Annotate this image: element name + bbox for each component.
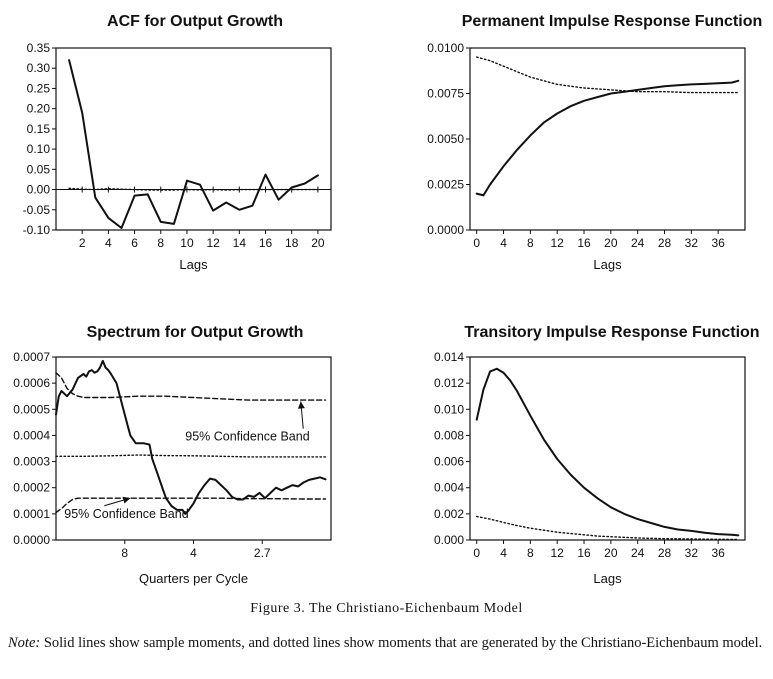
y-tick-label: 0.008 <box>434 428 464 442</box>
y-tick-label: 0.00 <box>27 183 51 197</box>
x-tick-label: 4 <box>105 236 112 250</box>
y-tick-label: 0.0001 <box>13 507 50 521</box>
figure-caption-text: Figure 3. The Christiano-Eichenbaum Mode… <box>250 601 523 616</box>
y-tick-label: 0.0004 <box>13 428 50 442</box>
x-axis-label: Lags <box>593 257 622 272</box>
y-tick-label: 0.002 <box>434 507 464 521</box>
chart-title: Permanent Impulse Response Function <box>462 13 763 30</box>
x-tick-label: 0 <box>473 546 480 560</box>
x-tick-label: 8 <box>527 236 534 250</box>
y-tick-label: 0.006 <box>434 455 464 469</box>
x-tick-label: 4 <box>500 236 507 250</box>
x-tick-label: 24 <box>631 236 645 250</box>
y-tick-label: 0.0003 <box>13 455 50 469</box>
y-tick-label: 0.0025 <box>427 178 464 192</box>
figure-panels: ACF for Output GrowthLags-0.10-0.050.000… <box>13 13 762 586</box>
x-tick-label: 2.7 <box>254 546 271 560</box>
y-tick-label: 0.0002 <box>13 481 50 495</box>
x-tick-label: 12 <box>551 236 565 250</box>
chart-title: Transitory Impulse Response Function <box>464 324 759 341</box>
y-tick-label: 0.0100 <box>427 41 464 55</box>
y-tick-label: 0.0006 <box>13 376 50 390</box>
x-tick-label: 2 <box>79 236 86 250</box>
y-tick-label: 0.30 <box>27 61 51 75</box>
x-tick-label: 18 <box>285 236 299 250</box>
y-tick-label: -0.05 <box>23 203 51 217</box>
chart-panel-1: ACF for Output Growth Lags -0.10 -0.05 0.00 0… <box>23 13 332 272</box>
series-line-dotted-2 <box>476 515 739 541</box>
series-line-dashed-4 <box>55 497 327 514</box>
note-text: Solid lines show sample moments, and dot… <box>43 635 763 651</box>
figure-caption: Figure 3. The Christiano-Eichenbaum Mode… <box>0 601 773 617</box>
x-tick-label: 20 <box>604 236 618 250</box>
y-tick-label: 0.000 <box>434 533 464 547</box>
plot-frame <box>469 356 746 541</box>
series-line-solid-1 <box>55 359 327 515</box>
y-tick-label: 0.0000 <box>13 533 50 547</box>
y-tick-label: 0.35 <box>27 41 51 55</box>
annotation-arrowhead <box>122 496 131 504</box>
x-tick-label: 12 <box>551 546 565 560</box>
x-tick-label: 16 <box>259 236 273 250</box>
chart-title: Spectrum for Output Growth <box>87 324 304 341</box>
x-tick-label: 14 <box>233 236 247 250</box>
x-tick-label: 10 <box>180 236 194 250</box>
y-tick-label: 0.0000 <box>427 223 464 237</box>
y-tick-label: 0.05 <box>27 162 51 176</box>
x-axis-label: Quarters per Cycle <box>139 571 248 586</box>
x-axis-label: Lags <box>593 571 622 586</box>
y-tick-label: 0.20 <box>27 102 51 116</box>
x-tick-label: 28 <box>658 546 672 560</box>
chart-title: ACF for Output Growth <box>107 13 283 30</box>
series-line-dotted-2 <box>476 56 739 94</box>
x-tick-label: 4 <box>500 546 507 560</box>
series-line-solid-1 <box>475 79 740 197</box>
x-tick-label: 4 <box>190 546 197 560</box>
series-line-solid-1 <box>475 367 740 537</box>
y-tick-label: 0.0007 <box>13 350 50 364</box>
x-tick-label: 20 <box>604 546 618 560</box>
y-tick-label: 0.0050 <box>427 132 464 146</box>
x-tick-label: 36 <box>711 546 725 560</box>
x-tick-label: 8 <box>157 236 164 250</box>
x-tick-label: 24 <box>631 546 645 560</box>
x-tick-label: 16 <box>577 546 591 560</box>
x-tick-label: 20 <box>311 236 325 250</box>
series-line-dotted-2 <box>68 187 319 191</box>
y-tick-label: 0.004 <box>434 481 464 495</box>
x-tick-label: 12 <box>206 236 220 250</box>
x-tick-label: 32 <box>685 236 699 250</box>
y-tick-label: 0.15 <box>27 122 51 136</box>
figure-note: Note: Solid lines show sample moments, a… <box>8 634 768 652</box>
x-tick-label: 16 <box>577 236 591 250</box>
x-tick-label: 6 <box>131 236 138 250</box>
plot-frame <box>55 47 332 231</box>
y-tick-label: 0.0075 <box>427 87 464 101</box>
y-tick-label: 0.0005 <box>13 402 50 416</box>
x-tick-label: 36 <box>711 236 725 250</box>
y-tick-label: 0.25 <box>27 81 51 95</box>
x-tick-label: 8 <box>527 546 534 560</box>
chart-panel-4: Transitory Impulse Response Function Lags… <box>434 324 760 586</box>
y-tick-label: 0.10 <box>27 142 51 156</box>
y-tick-label: -0.10 <box>23 223 51 237</box>
y-tick-label: 0.010 <box>434 402 464 416</box>
x-tick-label: 8 <box>121 546 128 560</box>
series-line-dotted-2 <box>55 454 327 458</box>
chart-panel-3: Spectrum for Output Growth Quarters per C… <box>13 324 332 586</box>
y-tick-label: 0.012 <box>434 376 464 390</box>
x-axis-label: Lags <box>179 257 208 272</box>
y-tick-label: 0.014 <box>434 350 464 364</box>
plot-frame <box>469 47 746 231</box>
x-tick-label: 32 <box>685 546 699 560</box>
annotation-arrowhead <box>297 401 305 409</box>
series-line-solid-1 <box>68 59 319 229</box>
annotation-label: 95% Confidence Band <box>64 507 188 521</box>
series-line-dashed-3 <box>55 372 327 401</box>
annotation-label: 95% Confidence Band <box>185 430 309 444</box>
chart-panel-2: Permanent Impulse Response Function Lags 0… <box>427 13 762 272</box>
x-tick-label: 28 <box>658 236 672 250</box>
x-tick-label: 0 <box>473 236 480 250</box>
note-lead: Note: <box>8 635 41 651</box>
